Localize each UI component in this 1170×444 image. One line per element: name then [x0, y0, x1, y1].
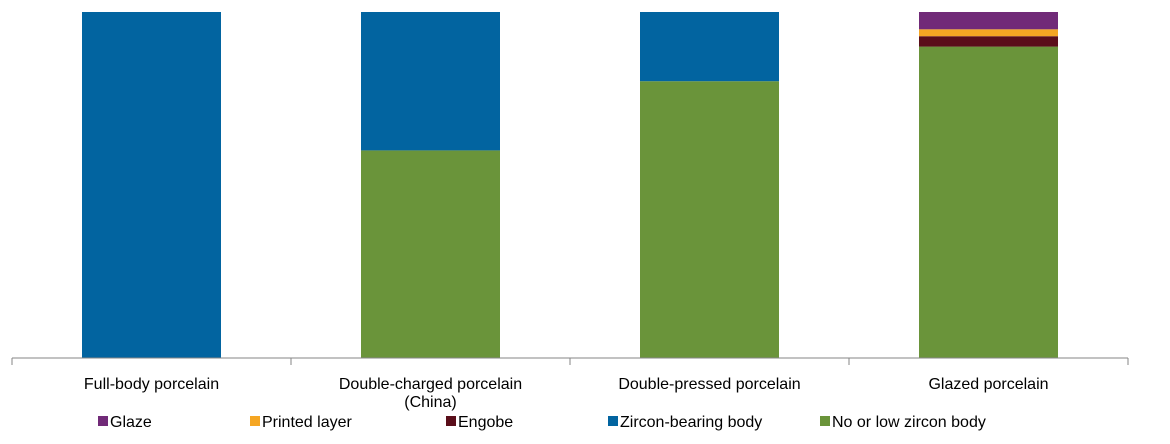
- legend: Glaze Printed layer Engobe Zircon-bearing b…: [98, 414, 986, 431]
- legend-label-zircon-bearing-body: Zircon-bearing body: [620, 414, 762, 431]
- bar-segment-zircon-bearing-body-2: [640, 12, 779, 82]
- bar-segment-zircon-bearing-body-1: [361, 12, 500, 151]
- legend-swatch-no-or-low-zircon-body: [820, 416, 830, 426]
- x-axis-ticks: [11, 358, 1129, 365]
- legend-swatch-zircon-bearing-body: [608, 416, 618, 426]
- bar-segment-no-or-low-zircon-body-3: [919, 46, 1058, 358]
- legend-label-no-or-low-zircon-body: No or low zircon body: [832, 414, 986, 431]
- legend-swatch-glaze: [98, 416, 108, 426]
- bar-segment-zircon-bearing-body-0: [82, 12, 221, 358]
- bar-segment-no-or-low-zircon-body-1: [361, 150, 500, 358]
- x-tick-label-3: Glazed porcelain: [928, 376, 1048, 393]
- legend-swatch-engobe: [446, 416, 456, 426]
- legend-item-zircon-bearing-body: Zircon-bearing body: [608, 414, 762, 431]
- bar-segment-glaze-3: [919, 12, 1058, 30]
- bar-segment-engobe-3: [919, 36, 1058, 47]
- legend-label-engobe: Engobe: [458, 414, 513, 431]
- x-axis-tick-labels: Full-body porcelain Double-charged porcel…: [84, 376, 1049, 411]
- x-tick-label-2: Double-pressed porcelain: [618, 376, 800, 393]
- bar-segment-printed-layer-3: [919, 29, 1058, 37]
- legend-item-engobe: Engobe: [446, 414, 513, 431]
- legend-item-glaze: Glaze: [98, 414, 152, 431]
- bars-layer: [82, 12, 1058, 358]
- legend-label-glaze: Glaze: [110, 414, 152, 431]
- x-tick-label-1: Double-charged porcelain: [339, 376, 522, 393]
- x-tick-label-0: Full-body porcelain: [84, 376, 219, 393]
- legend-item-no-or-low-zircon-body: No or low zircon body: [820, 414, 986, 431]
- x-tick-label-1-line-1: (China): [404, 394, 456, 411]
- legend-label-printed-layer: Printed layer: [262, 414, 352, 431]
- legend-item-printed-layer: Printed layer: [250, 414, 352, 431]
- legend-swatch-printed-layer: [250, 416, 260, 426]
- bar-segment-no-or-low-zircon-body-2: [640, 81, 779, 358]
